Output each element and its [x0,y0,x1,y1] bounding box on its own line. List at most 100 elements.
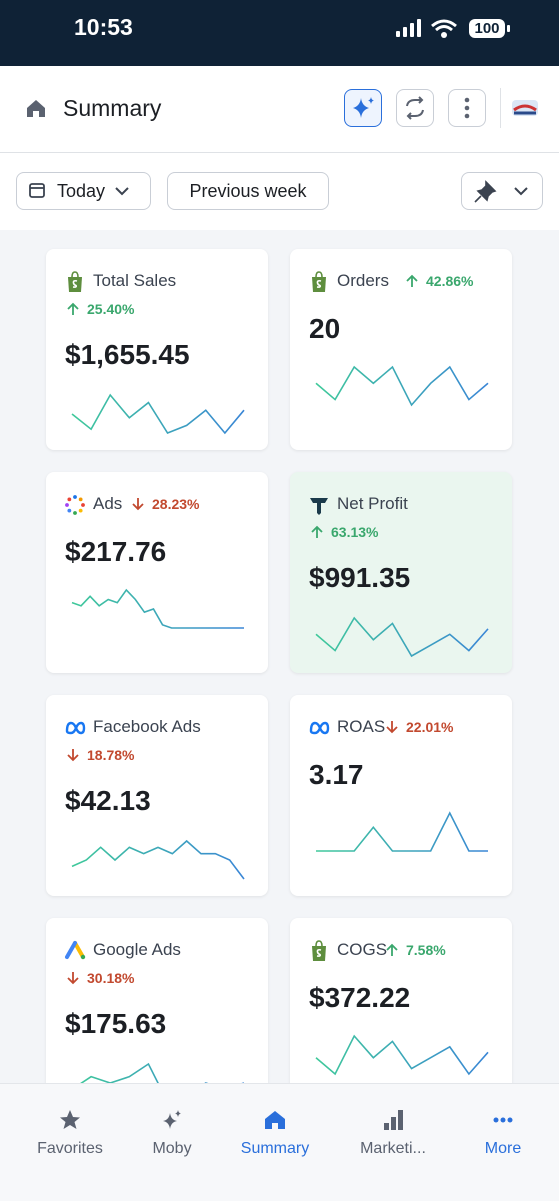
trend-arrow [406,274,418,287]
trend-arrow [67,972,79,985]
sparkline [315,616,489,658]
sparkline-path [71,588,244,629]
card-change: 28.23% [131,496,199,512]
source-icon [312,940,326,961]
time: 10:53 [74,14,133,40]
sparkline [315,1034,489,1076]
card-title: Total Sales [93,271,177,290]
header: Summary [0,66,559,153]
divider [500,88,501,128]
card-title: COGS [337,940,388,959]
nav-icon [60,1110,80,1129]
card-value: $991.35 [309,562,411,593]
home-icon [27,100,45,117]
card-change: 25.40% [66,301,134,317]
battery: 100 [474,20,500,37]
trend-arrow [132,498,144,511]
metric-card[interactable]: Orders 42.86% 20 [290,249,512,450]
nav-item[interactable]: Marketi... [338,1108,448,1158]
nav-label: Summary [240,1140,310,1157]
filter-bar: Today Previous week [0,153,559,230]
pin-button[interactable] [461,172,543,210]
nav-item[interactable]: More [448,1108,558,1158]
change-value: 42.86% [426,273,474,289]
more-menu-button[interactable] [448,89,486,127]
compare-picker[interactable]: Previous week [167,172,329,210]
change-value: 28.23% [152,496,200,512]
sparkline [315,365,489,407]
trend-arrow [67,749,79,762]
card-value: 20 [309,313,341,344]
nav-label: Marketi... [360,1140,426,1157]
change-value: 30.18% [87,970,135,986]
metric-card[interactable]: Ads 28.23% $217.76 [46,472,268,673]
card-value: $372.22 [309,982,411,1013]
store-avatar[interactable] [511,96,539,120]
card-title: Ads [93,494,123,513]
nav-item[interactable]: Summary [220,1108,330,1158]
trend-arrow [386,943,398,956]
bottom-nav: Favorites Moby Summary Marketi... More [0,1083,559,1201]
card-title: Facebook Ads [93,717,201,736]
sparkline-path [71,839,245,880]
source-icon [309,721,330,735]
metric-card[interactable]: Google Ads 30.18% $175.63 [46,918,268,1083]
nav-icon [384,1110,403,1130]
card-value: $175.63 [65,1008,167,1039]
sparkline [71,839,245,880]
nav-icon [265,1111,285,1129]
metric-card[interactable]: Net Profit 63.13% $991.35 [290,472,512,673]
change-value: 18.78% [87,747,135,763]
metric-card[interactable]: ROAS 22.01% 3.17 [290,695,512,896]
change-value: 7.58% [406,942,446,958]
card-value: $42.13 [65,785,151,816]
metric-card[interactable]: Facebook Ads 18.78% $42.13 [46,695,268,896]
trend-arrow [311,525,323,538]
source-icon [65,495,85,515]
card-value: $217.76 [65,536,167,567]
source-icon [65,721,86,735]
card-change: 22.01% [385,719,453,735]
nav-label: Moby [152,1140,192,1157]
card-title: Net Profit [337,494,408,513]
card-change: 18.78% [66,747,134,763]
card-title: Google Ads [93,940,181,959]
trend-arrow [386,721,398,734]
sparkline-path [316,811,488,852]
card-title: Orders [337,271,389,290]
date-label: Today [57,180,106,201]
card-grid: Total Sales 25.40% $1,655.45 Orders 42.86% 20… [0,230,559,1083]
source-icon [312,271,326,292]
page-title: Summary [63,95,162,121]
sparkline-path [315,616,489,658]
sparkline [71,588,244,629]
change-value: 22.01% [406,719,454,735]
nav-item[interactable]: Favorites [15,1108,125,1158]
metric-card[interactable]: Total Sales 25.40% $1,655.45 [46,249,268,450]
refresh-button[interactable] [396,89,434,127]
card-change: 63.13% [310,524,378,540]
change-value: 63.13% [331,524,379,540]
change-value: 25.40% [87,301,135,317]
trend-arrow [67,302,79,315]
sparkline-path [80,1062,244,1083]
sparkline [80,1062,244,1083]
card-title: ROAS [337,717,386,736]
sparkline [316,811,488,852]
nav-label: Favorites [37,1140,103,1157]
nav-label: More [484,1140,522,1157]
nav-item[interactable]: Moby [117,1108,227,1158]
date-picker[interactable]: Today [16,172,151,210]
sparkline [71,393,245,435]
card-value: 3.17 [309,759,364,790]
source-icon [310,498,328,515]
source-icon [65,941,86,960]
sparkline-path [315,365,489,407]
source-icon [68,271,82,292]
status-icons [396,19,510,38]
nav-icon [163,1110,181,1129]
metric-card[interactable]: COGS 7.58% $372.22 [290,918,512,1083]
card-value: $1,655.45 [65,339,190,370]
moby-button[interactable] [344,89,382,127]
